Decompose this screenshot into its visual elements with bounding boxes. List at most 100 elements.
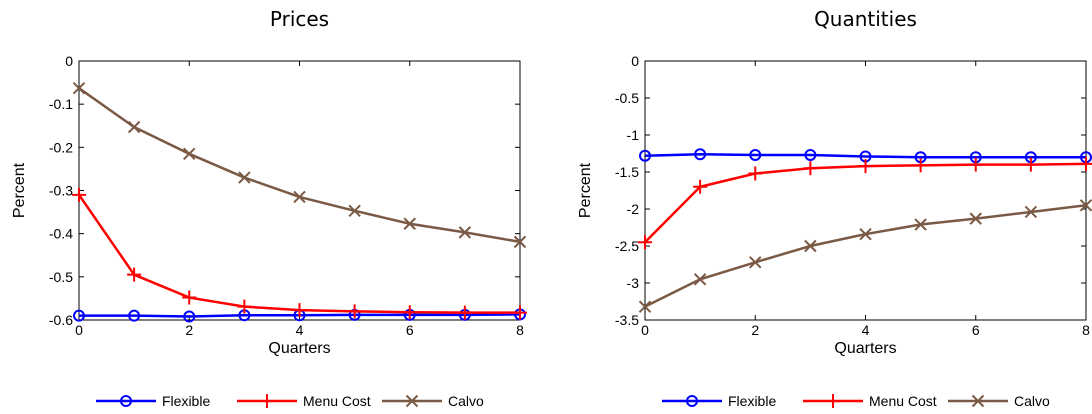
data-point xyxy=(183,310,196,323)
series-line xyxy=(644,162,1087,244)
x-tick-label: 0 xyxy=(75,322,83,338)
data-point xyxy=(749,256,762,269)
data-point xyxy=(694,148,707,161)
series-line xyxy=(78,87,521,244)
legend-marker xyxy=(260,394,274,408)
data-point xyxy=(347,304,362,319)
y-tick-label: -1.5 xyxy=(615,164,639,180)
data-point xyxy=(73,309,85,322)
data-point xyxy=(183,147,196,161)
legend: Flexible Menu Cost Calvo xyxy=(96,393,484,409)
y-tick-label: -0.3 xyxy=(49,183,73,199)
data-point xyxy=(638,235,652,250)
y-tick-label: 0 xyxy=(65,53,73,69)
data-point xyxy=(127,120,141,134)
y-tick-label: -0.4 xyxy=(49,226,73,242)
data-point xyxy=(693,179,708,194)
data-point xyxy=(128,309,141,322)
data-point xyxy=(749,148,762,161)
x-tick-label: 2 xyxy=(185,322,193,338)
x-tick-label: 8 xyxy=(516,322,524,338)
series-menu-cost xyxy=(638,156,1092,250)
data-point xyxy=(348,204,361,217)
y-axis-label: Percent xyxy=(577,162,594,218)
data-point xyxy=(748,166,763,181)
data-point xyxy=(639,149,651,162)
series-line xyxy=(644,204,1087,308)
legend-item: Calvo xyxy=(948,393,1050,409)
y-tick-label: -0.5 xyxy=(615,90,639,106)
legend-marker xyxy=(405,394,419,408)
plot-frame xyxy=(78,60,521,321)
data-point xyxy=(513,305,527,320)
chart-panel-1: Prices 0 2 4 6 8 0 -0.1 -0.2 -0.3 -0.4 -0.5 -0.6 Quar… xyxy=(11,7,527,409)
data-point xyxy=(858,159,873,174)
legend-marker xyxy=(120,395,132,407)
data-point xyxy=(237,299,252,314)
y-tick-label: -0.6 xyxy=(49,312,73,328)
data-point xyxy=(238,171,251,184)
x-tick-label: 4 xyxy=(862,322,870,338)
x-axis-label: Quarters xyxy=(268,340,330,357)
legend-marker xyxy=(686,395,698,407)
data-point xyxy=(804,239,817,253)
y-tick-label: 0 xyxy=(631,53,639,69)
y-tick-label: -2.5 xyxy=(615,238,639,254)
y-tick-label: -1 xyxy=(627,127,640,143)
y-tick-label: -3 xyxy=(627,275,640,291)
data-point xyxy=(913,158,928,173)
data-point xyxy=(638,300,652,313)
legend-label: Menu Cost xyxy=(303,393,371,409)
x-tick-label: 2 xyxy=(751,322,759,338)
data-point xyxy=(1079,199,1092,212)
legend-item: Menu Cost xyxy=(237,393,371,409)
data-point xyxy=(804,148,817,161)
x-tick-label: 8 xyxy=(1082,322,1090,338)
legend-item: Calvo xyxy=(382,393,484,409)
x-axis-label: Quarters xyxy=(834,340,896,357)
data-point xyxy=(457,305,472,320)
data-point xyxy=(859,227,872,241)
data-point xyxy=(402,305,417,320)
data-point xyxy=(292,303,307,318)
data-point xyxy=(968,157,983,172)
series-line xyxy=(644,152,1086,159)
x-tick-label: 4 xyxy=(296,322,304,338)
legend-label: Flexible xyxy=(162,393,210,409)
data-point xyxy=(969,212,982,225)
legend-label: Calvo xyxy=(448,393,484,409)
data-point xyxy=(693,273,707,286)
series-line xyxy=(77,194,520,314)
data-point xyxy=(1024,205,1038,219)
data-point xyxy=(458,226,472,239)
series-menu-cost xyxy=(72,187,527,320)
data-point xyxy=(182,290,197,305)
data-point xyxy=(803,161,818,176)
data-point xyxy=(293,190,306,204)
y-tick-label: -3.5 xyxy=(615,312,639,328)
legend-label: Flexible xyxy=(728,393,776,409)
x-tick-label: 6 xyxy=(972,322,980,338)
legend-item: Flexible xyxy=(662,393,776,409)
chart-panel-2: Quantities 0 2 4 6 8 0 -0.5 -1 -1.5 -2 -2.5 -3 -3.5 Qu… xyxy=(577,7,1092,409)
series-calvo xyxy=(638,199,1092,313)
legend-marker xyxy=(971,394,985,408)
legend-marker xyxy=(826,394,840,408)
data-point xyxy=(127,267,142,282)
x-tick-label: 0 xyxy=(641,322,649,338)
y-tick-label: -0.5 xyxy=(49,269,73,285)
data-point xyxy=(72,81,86,95)
data-point xyxy=(914,218,927,231)
y-tick-label: -0.1 xyxy=(49,96,73,112)
data-point xyxy=(403,217,416,230)
y-tick-label: -0.2 xyxy=(49,139,73,155)
legend: Flexible Menu Cost Calvo xyxy=(662,393,1050,409)
legend-item: Flexible xyxy=(96,393,210,409)
chart-title: Quantities xyxy=(814,7,917,31)
data-point xyxy=(72,187,86,202)
legend-item: Menu Cost xyxy=(803,393,937,409)
data-point xyxy=(513,235,527,249)
legend-label: Menu Cost xyxy=(869,393,937,409)
y-tick-label: -2 xyxy=(627,201,640,217)
